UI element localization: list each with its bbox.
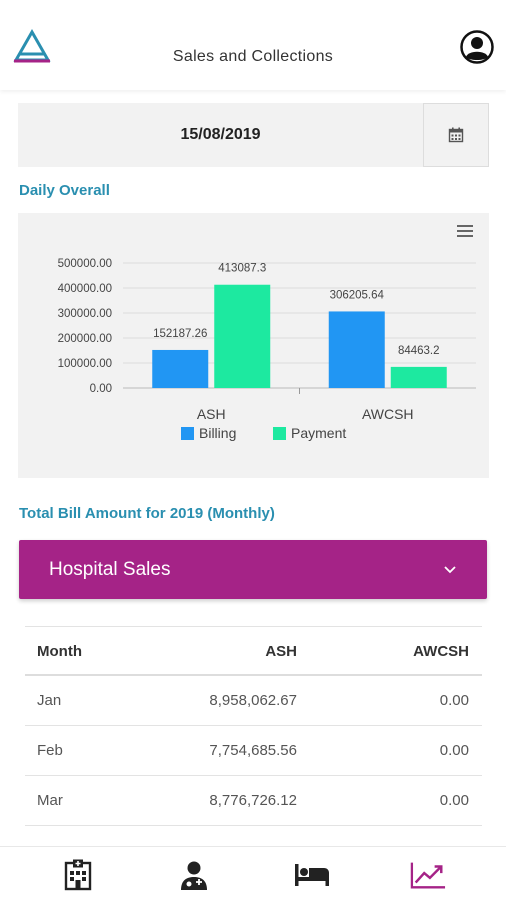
- date-value[interactable]: 15/08/2019: [180, 126, 261, 143]
- cell-awcsh: 0.00: [439, 742, 469, 759]
- y-tick-label: 500000.00: [58, 258, 112, 270]
- cell-month: Mar: [37, 792, 63, 809]
- header-awcsh: AWCSH: [413, 643, 469, 660]
- y-tick-label: 200000.00: [58, 333, 112, 345]
- bottom-navigation: [0, 846, 506, 900]
- bar-billing-awcsh: [328, 311, 385, 388]
- table-header-row: Month ASH AWCSH: [25, 626, 482, 676]
- y-tick-label: 100000.00: [58, 358, 112, 370]
- daily-overall-chart: 0.00 100000.00 200000.00 300000.00 400000.00…: [18, 213, 489, 478]
- table-row: Mar 8,776,726.12 0.00: [25, 776, 482, 826]
- app-header: Sales and Collections: [0, 0, 506, 90]
- bar-chart: 0.00 100000.00 200000.00 300000.00 400000.00…: [58, 258, 476, 441]
- legend-entry: Billing: [199, 425, 236, 441]
- nav-sales[interactable]: [410, 857, 446, 893]
- triangle-logo-icon[interactable]: [12, 28, 52, 68]
- table-row: Feb 7,754,685.56 0.00: [25, 726, 482, 776]
- bed-icon: [295, 864, 329, 886]
- calendar-button[interactable]: [423, 103, 489, 167]
- nav-hospital[interactable]: [60, 857, 96, 893]
- data-label: 306205.64: [330, 289, 385, 301]
- cell-ash: 8,776,726.12: [209, 792, 297, 809]
- hamburger-menu-icon[interactable]: [457, 225, 473, 237]
- cell-month: Jan: [37, 692, 62, 709]
- bar-billing-ash: [152, 349, 209, 388]
- x-tick-label: AWCSH: [362, 406, 414, 422]
- accordion-label: Hospital Sales: [49, 559, 171, 580]
- y-tick-label: 0.00: [90, 383, 112, 395]
- legend-swatch: [181, 427, 194, 440]
- table-row: Jan 8,958,062.67 0.00: [25, 676, 482, 726]
- daily-overall-title: Daily Overall: [19, 182, 110, 199]
- cell-month: Feb: [37, 742, 63, 759]
- trending-up-icon: [410, 862, 446, 889]
- x-tick-label: ASH: [197, 406, 226, 422]
- legend-swatch: [273, 427, 286, 440]
- header-ash: ASH: [265, 643, 297, 660]
- nav-beds[interactable]: [294, 857, 330, 893]
- cell-awcsh: 0.00: [439, 692, 469, 709]
- user-avatar-icon[interactable]: [460, 30, 494, 64]
- bar-payment-ash: [214, 284, 271, 388]
- monthly-title: Total Bill Amount for 2019 (Monthly): [19, 505, 275, 522]
- nav-doctor[interactable]: [176, 857, 212, 893]
- hospital-icon: [64, 859, 92, 891]
- cell-ash: 8,958,062.67: [209, 692, 297, 709]
- header-month: Month: [37, 643, 82, 660]
- data-label: 413087.3: [218, 263, 266, 275]
- cell-ash: 7,754,685.56: [209, 742, 297, 759]
- y-tick-label: 400000.00: [58, 283, 112, 295]
- y-tick-label: 300000.00: [58, 308, 112, 320]
- data-label: 84463.2: [398, 345, 440, 357]
- calendar-icon: [448, 127, 464, 143]
- legend-entry: Payment: [291, 425, 346, 441]
- page-title: Sales and Collections: [172, 48, 334, 65]
- date-picker[interactable]: 15/08/2019: [18, 103, 489, 167]
- cell-awcsh: 0.00: [439, 792, 469, 809]
- data-label: 152187.26: [153, 328, 207, 340]
- doctor-icon: [181, 861, 207, 890]
- hospital-sales-accordion[interactable]: Hospital Sales: [19, 540, 487, 599]
- chevron-down-icon[interactable]: [443, 562, 457, 576]
- bar-payment-awcsh: [390, 366, 447, 388]
- monthly-table: Month ASH AWCSH Jan 8,958,062.67 0.00 Fe…: [25, 626, 482, 826]
